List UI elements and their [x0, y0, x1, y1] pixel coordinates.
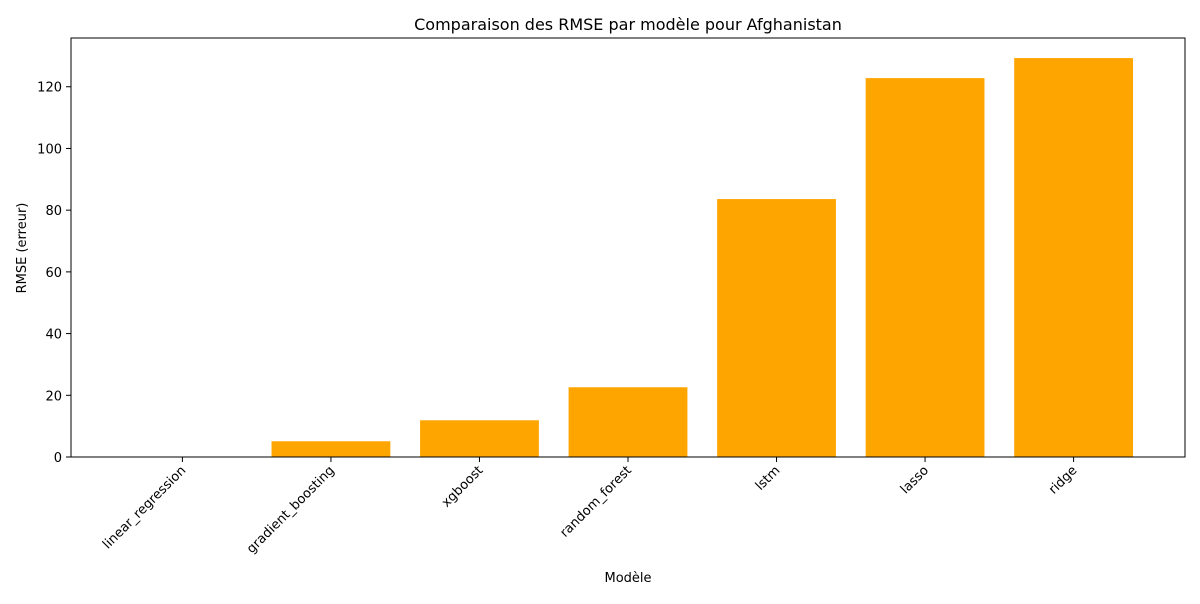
bar-random_forest	[569, 387, 688, 457]
y-axis: 0 20 40 60 80 100 120	[37, 81, 71, 466]
y-tick-label-40: 40	[45, 328, 62, 343]
bar-gradient_boosting	[272, 441, 391, 457]
bar-lasso	[866, 78, 985, 457]
x-axis: linear_regression gradient_boosting xgboos…	[100, 457, 1080, 557]
bars-layer	[123, 58, 1133, 457]
y-tick-label-120: 120	[37, 81, 62, 96]
x-tick-label-lasso: lasso	[898, 463, 932, 497]
x-tick-label-ridge: ridge	[1046, 463, 1080, 497]
x-tick-label-gradient_boosting: gradient_boosting	[244, 463, 338, 557]
x-tick-label-xgboost: xgboost	[439, 463, 486, 510]
y-tick-label-60: 60	[45, 266, 62, 281]
y-tick-label-0: 0	[54, 451, 62, 466]
y-axis-title: RMSE (erreur)	[15, 203, 30, 294]
y-tick-label-20: 20	[45, 389, 62, 404]
x-tick-label-lstm: lstm	[753, 463, 784, 494]
bar-lstm	[717, 199, 836, 457]
bar-xgboost	[420, 420, 539, 457]
chart-title: Comparaison des RMSE par modèle pour Afg…	[414, 15, 842, 34]
x-axis-title: Modèle	[604, 571, 651, 586]
y-tick-label-80: 80	[45, 204, 62, 219]
x-tick-label-linear_regression: linear_regression	[100, 463, 189, 552]
y-tick-label-100: 100	[37, 142, 62, 157]
x-tick-label-random_forest: random_forest	[557, 463, 634, 540]
bar-ridge	[1014, 58, 1133, 457]
